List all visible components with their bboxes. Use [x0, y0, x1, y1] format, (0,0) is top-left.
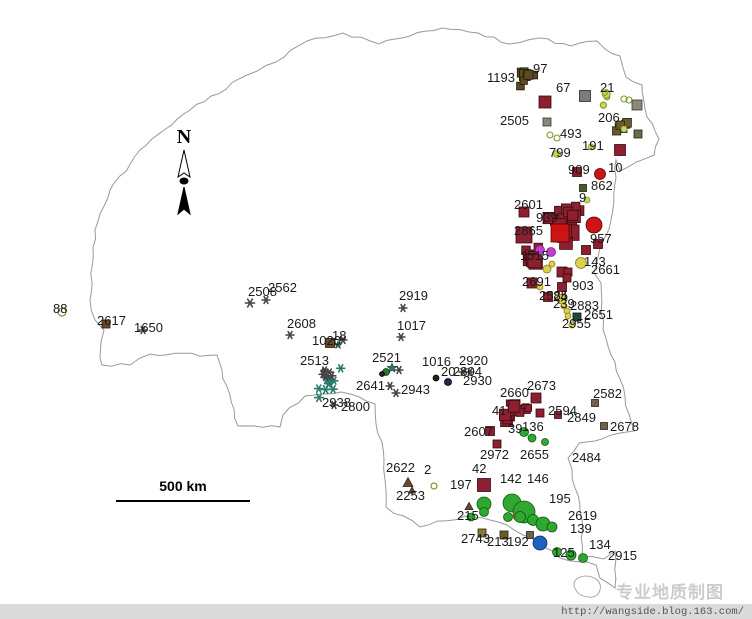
svg-text:136: 136: [522, 419, 544, 434]
svg-text:2521: 2521: [372, 350, 401, 365]
svg-text:493: 493: [560, 126, 582, 141]
svg-text:2505: 2505: [500, 113, 529, 128]
svg-text:2919: 2919: [399, 288, 428, 303]
svg-text:903: 903: [572, 278, 594, 293]
svg-text:1193: 1193: [487, 70, 515, 85]
svg-text:2920: 2920: [459, 353, 488, 368]
svg-text:957: 957: [590, 231, 612, 246]
svg-text:9: 9: [579, 190, 586, 205]
svg-text:41: 41: [492, 403, 506, 418]
svg-text:125: 125: [553, 545, 575, 560]
svg-text:21: 21: [600, 80, 614, 95]
svg-text:146: 146: [527, 471, 549, 486]
svg-text:2660: 2660: [500, 385, 529, 400]
svg-text:1017: 1017: [397, 318, 426, 333]
svg-text:2849: 2849: [567, 410, 596, 425]
svg-text:191: 191: [582, 138, 604, 153]
svg-text:2865: 2865: [514, 223, 543, 238]
svg-text:2253: 2253: [396, 488, 425, 503]
svg-text:909: 909: [568, 162, 590, 177]
svg-text:2607: 2607: [464, 424, 493, 439]
svg-text:799: 799: [549, 145, 571, 160]
svg-text:2943: 2943: [401, 382, 430, 397]
svg-text:2930: 2930: [463, 373, 492, 388]
svg-text:1650: 1650: [134, 320, 163, 335]
svg-text:97: 97: [533, 61, 547, 76]
svg-text:2617: 2617: [97, 313, 126, 328]
svg-text:2915: 2915: [608, 548, 637, 563]
svg-text:2655: 2655: [520, 447, 549, 462]
svg-text:195: 195: [549, 491, 571, 506]
svg-text:2691: 2691: [522, 274, 551, 289]
svg-text:2562: 2562: [268, 280, 297, 295]
svg-text:18: 18: [332, 328, 346, 343]
svg-text:215: 215: [457, 508, 479, 523]
svg-text:139: 139: [570, 521, 592, 536]
svg-text:2678: 2678: [610, 419, 639, 434]
svg-text:2608: 2608: [287, 316, 316, 331]
svg-text:862: 862: [591, 178, 613, 193]
svg-text:10: 10: [608, 160, 622, 175]
svg-text:2972: 2972: [480, 447, 509, 462]
svg-text:67: 67: [556, 80, 570, 95]
svg-text:1515: 1515: [520, 248, 549, 263]
svg-text:2582: 2582: [593, 386, 622, 401]
svg-text:88: 88: [53, 301, 67, 316]
svg-text:192: 192: [507, 534, 529, 549]
svg-text:2513: 2513: [300, 353, 329, 368]
svg-text:206: 206: [598, 110, 620, 125]
svg-text:2743: 2743: [461, 531, 490, 546]
svg-text:2622: 2622: [386, 460, 415, 475]
svg-text:197: 197: [450, 477, 472, 492]
svg-text:2955: 2955: [562, 316, 591, 331]
svg-text:2641: 2641: [356, 378, 385, 393]
svg-text:2661: 2661: [591, 262, 620, 277]
svg-text:2484: 2484: [572, 450, 601, 465]
svg-text:213: 213: [487, 534, 509, 549]
svg-text:142: 142: [500, 471, 522, 486]
svg-text:2800: 2800: [341, 399, 370, 414]
svg-text:2: 2: [424, 462, 431, 477]
svg-text:39: 39: [508, 421, 522, 436]
svg-text:2673: 2673: [527, 378, 556, 393]
svg-text:42: 42: [472, 461, 486, 476]
